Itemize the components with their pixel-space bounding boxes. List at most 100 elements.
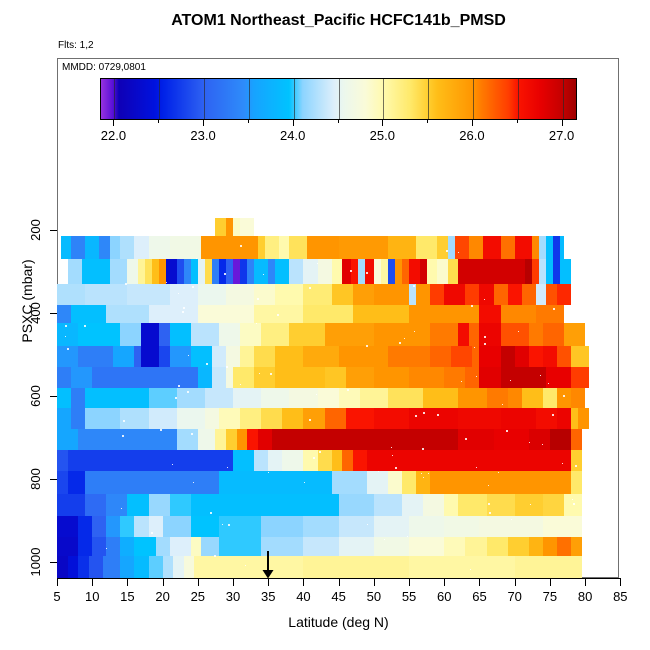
marker-dot (436, 414, 439, 417)
heatmap-cell (113, 346, 135, 367)
heatmap-cell (233, 259, 241, 284)
x-tick (338, 579, 340, 586)
heatmap-cell (532, 236, 540, 260)
heatmap-cell (134, 537, 156, 556)
heatmap-cell (380, 259, 388, 284)
heatmap-cell (444, 537, 466, 556)
colorbar-tick (427, 119, 429, 123)
marker-dot (414, 331, 415, 333)
y-tick (50, 396, 57, 397)
marker-dot (258, 373, 260, 375)
heatmap-cell (268, 259, 276, 284)
heatmap-cell (134, 346, 142, 367)
heatmap-cell (57, 429, 79, 450)
colorbar-divider (204, 79, 206, 119)
heatmap-cell (190, 516, 219, 538)
marker-dot (528, 441, 530, 443)
marker-dot (384, 539, 385, 540)
marker-dot (308, 418, 311, 421)
marker-dot (227, 466, 229, 468)
heatmap-cell (85, 493, 107, 517)
heatmap-cell (359, 387, 388, 409)
heatmap-cell (134, 555, 149, 578)
colorbar-tick (247, 119, 249, 123)
heatmap-cell (514, 346, 529, 367)
marker-dot (316, 262, 318, 264)
marker-dot (540, 375, 542, 377)
marker-dot (210, 511, 213, 514)
x-tick-label: 80 (577, 589, 593, 604)
marker-dot (308, 286, 311, 289)
heatmap-cell (303, 408, 325, 430)
heatmap-cell (127, 283, 170, 305)
heatmap-cell (535, 408, 557, 430)
heatmap-cell (479, 346, 501, 367)
heatmap-cell (169, 323, 191, 347)
heatmap-cell (134, 236, 149, 260)
heatmap-cell (479, 323, 501, 347)
heatmap-cell (211, 366, 226, 388)
heatmap-cell (57, 537, 79, 556)
heatmap-cell (148, 516, 163, 538)
heatmap-cell (430, 323, 459, 347)
heatmap-cell (409, 366, 445, 388)
heatmap-cell (571, 366, 589, 388)
heatmap-cell (218, 323, 241, 347)
heatmap-cell (500, 323, 529, 347)
heatmap-cell (387, 346, 431, 367)
marker-dot (470, 305, 473, 307)
marker-dot (122, 434, 125, 437)
heatmap-cell (197, 429, 216, 450)
colorbar-tick-label: 22.0 (100, 128, 127, 143)
x-tick (479, 579, 481, 586)
heatmap-cell (556, 387, 571, 409)
marker-dot (458, 252, 460, 253)
heatmap-cell (204, 259, 212, 284)
heatmap-cell (289, 387, 318, 409)
heatmap-cell (430, 283, 445, 305)
marker-dot (174, 396, 177, 399)
marker-dot (223, 273, 226, 276)
heatmap-cell (236, 429, 248, 450)
heatmap-cell (366, 470, 388, 494)
heatmap-cell (539, 259, 547, 284)
marker-dot (484, 298, 486, 300)
colorbar-tick (471, 119, 473, 126)
heatmap-cell (500, 366, 547, 388)
heatmap-cell (479, 366, 501, 388)
heatmap-cell (553, 259, 561, 284)
heatmap-cell (563, 323, 586, 347)
heatmap-cell (275, 366, 325, 388)
heatmap-cell (528, 429, 550, 450)
heatmap-cell (482, 236, 501, 260)
heatmap-cell (556, 408, 571, 430)
heatmap-cell (261, 323, 290, 347)
colorbar-tick (382, 119, 384, 126)
marker-dot (395, 466, 398, 469)
heatmap-cell (303, 449, 318, 471)
heatmap-cell (479, 304, 501, 324)
heatmap-cell (542, 516, 582, 538)
heatmap-cell (247, 429, 258, 450)
heatmap-cell (324, 323, 374, 347)
heatmap-cell (338, 493, 374, 517)
heatmap-cell (528, 323, 543, 347)
marker-dot (403, 337, 405, 339)
heatmap-cell (352, 304, 410, 324)
heatmap-cell (78, 555, 89, 578)
heatmap-cell (507, 387, 522, 409)
heatmap-cell (197, 283, 226, 305)
heatmap-cell (409, 259, 420, 284)
heatmap-cell (479, 283, 494, 305)
marker-dot (123, 420, 126, 423)
heatmap-cell (67, 555, 79, 578)
heatmap-cell (67, 470, 86, 494)
heatmap-cell (542, 537, 557, 556)
heatmap-cell (275, 283, 304, 305)
y-tick (50, 230, 57, 231)
heatmap-cell (303, 516, 339, 538)
y-tick-label: 600 (28, 385, 43, 407)
heatmap-cell (204, 408, 219, 430)
heatmap-cell (303, 346, 339, 367)
heatmap-cell (500, 346, 515, 367)
